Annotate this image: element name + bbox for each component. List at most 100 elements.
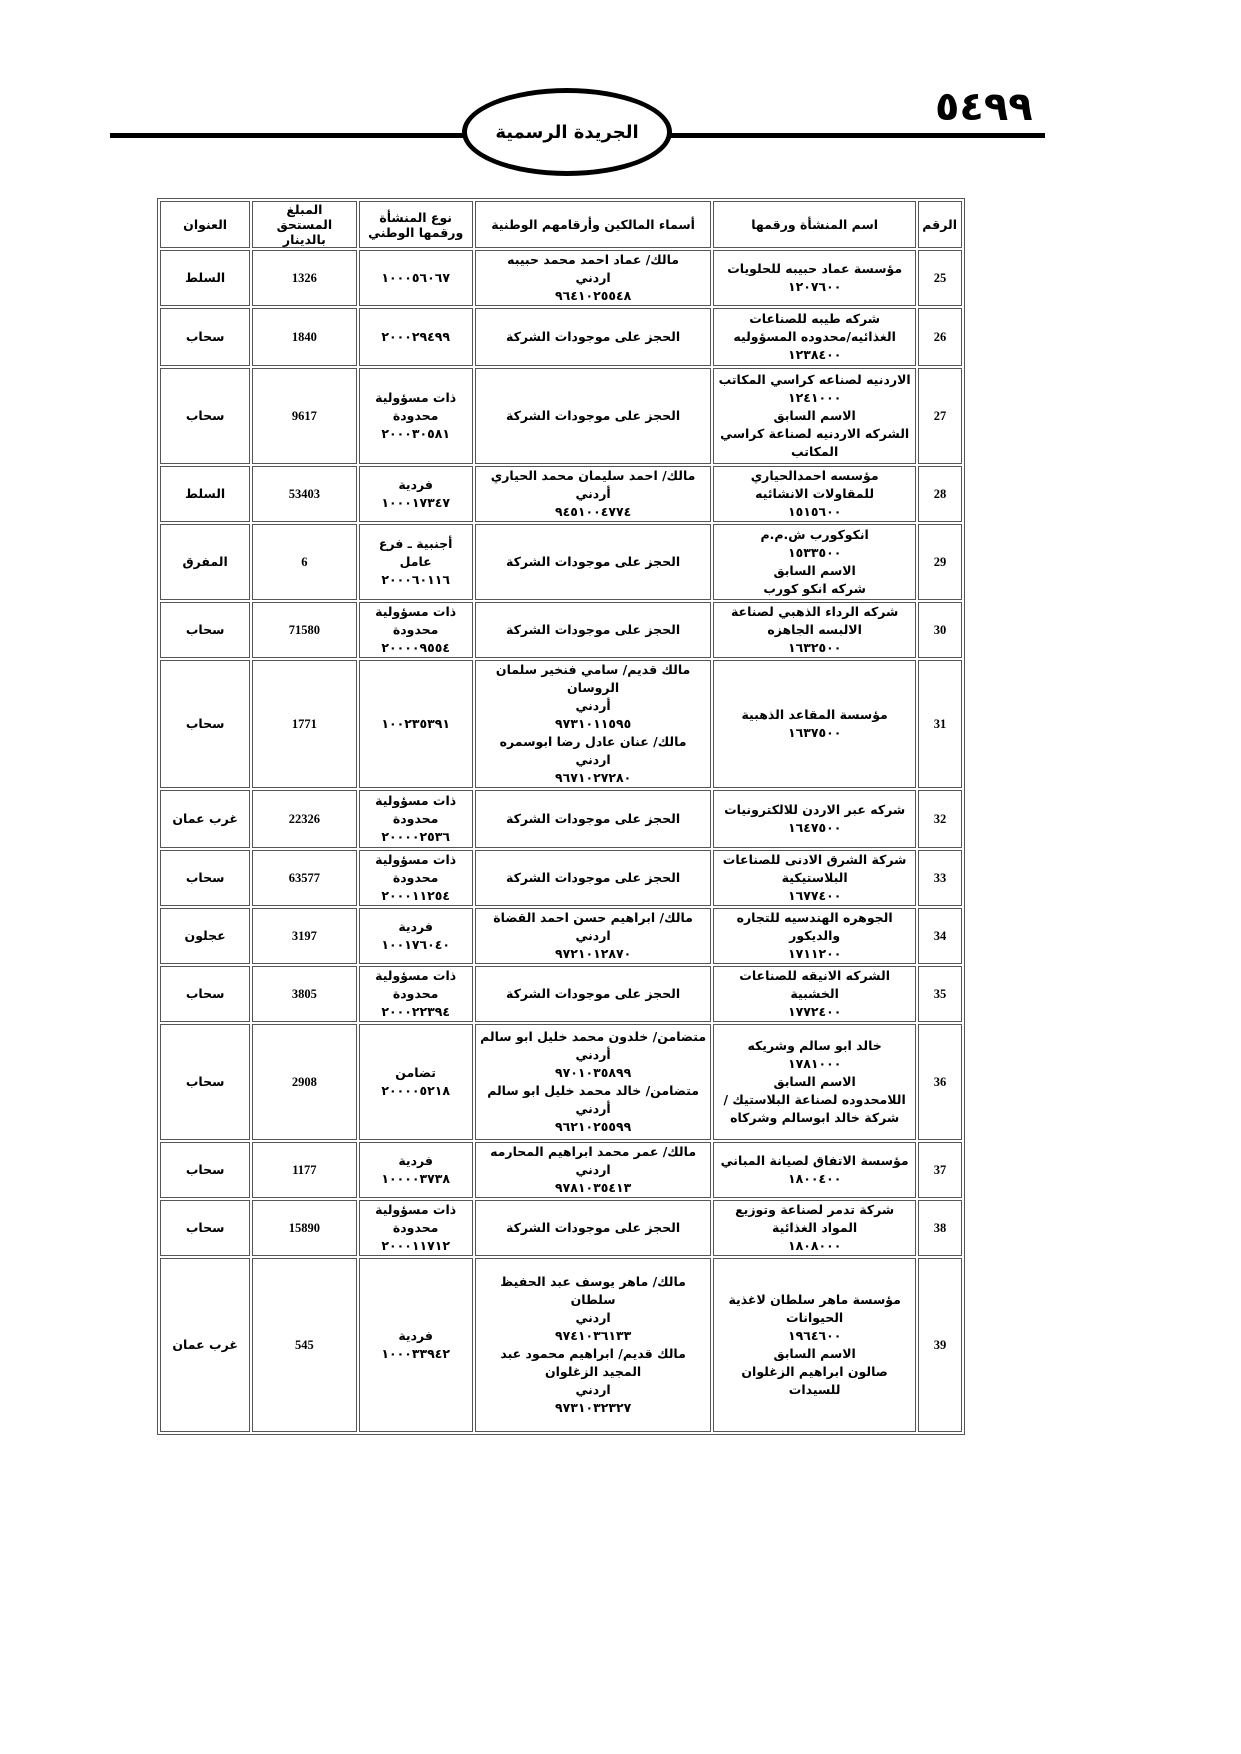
establishment-name: مؤسسة ماهر سلطان لاغذية الحيوانات ١٩٦٤٦٠٠… xyxy=(713,1258,916,1432)
owners-line: الحجز على موجودات الشركة xyxy=(506,554,681,569)
establishment-name-line: شركة الشرق الادنى للصناعات البلاستيكية xyxy=(722,852,907,885)
establishment-type-line: فردية xyxy=(398,477,433,492)
owners-line: اردني xyxy=(575,1382,611,1397)
establishment-type-line: ١٠٠٢٣٥٣٩١ xyxy=(381,716,450,731)
amount-due: 1840 xyxy=(252,308,357,366)
establishment-name: الشركه الانيقه للصناعات الخشبية ١٧٧٢٤٠٠ xyxy=(713,966,916,1022)
owners-line: ٩٦٤١٠٢٥٥٤٨ xyxy=(554,288,632,303)
owners-line: الحجز على موجودات الشركة xyxy=(506,408,681,423)
establishment-name: الاردنيه لصناعه كراسي المكاتب ١٢٤١٠٠٠ الاس… xyxy=(713,368,916,464)
owners-line: الحجز على موجودات الشركة xyxy=(506,811,681,826)
table-row: 38 شركة تدمر لصناعة وتوزيع المواد الغذائي… xyxy=(160,1200,962,1256)
owners-line: اردني xyxy=(575,752,611,767)
establishment-name-line: الشركه الاردنيه لصناعة كراسي المكاتب xyxy=(720,426,910,459)
establishment-type-line: ٢٠٠٠١١٢٥٤ xyxy=(381,888,450,903)
table-row: 37 مؤسسة الاتفاق لصيانة المباني ١٨٠٠٤٠٠ مال… xyxy=(160,1142,962,1198)
owners-line: مالك/ ابراهيم حسن احمد القضاة xyxy=(493,910,693,925)
address: سحاب xyxy=(160,368,251,464)
establishment-type-line: ١٠٠٠١٧٣٤٧ xyxy=(381,495,450,510)
establishment-name-line: مؤسسه احمدالحياري للمقاولات الانشائيه xyxy=(750,468,879,501)
address: سحاب xyxy=(160,308,251,366)
establishment-name-line: الشركه الانيقه للصناعات الخشبية xyxy=(739,968,890,1001)
table-row: 31 مؤسسة المقاعد الذهبية ١٦٣٧٥٠٠ مالك قديم/… xyxy=(160,660,962,788)
owners-line: ٩٧٤١٠٣٦١٣٣ xyxy=(554,1328,632,1343)
establishment-type-line: ذات مسؤولية xyxy=(375,968,457,983)
row-number: 29 xyxy=(917,524,962,600)
address: عجلون xyxy=(160,908,251,964)
table-row: 29 انكوكورب ش.م.م ١٥٣٣٥٠٠ الاسم السابق شركه … xyxy=(160,524,962,600)
address: سحاب xyxy=(160,602,251,658)
establishment-name-line: الاسم السابق xyxy=(773,408,856,423)
header-address: العنوان xyxy=(160,201,251,248)
establishment-name-line: الجوهره الهندسيه للتجاره والديكور xyxy=(736,910,893,943)
establishment-type-line: ١٠٠٠٠٣٧٣٨ xyxy=(381,1171,450,1186)
header-amount: المبلغ المستحق بالدينار xyxy=(252,201,357,248)
row-number: 36 xyxy=(917,1024,962,1140)
establishment-name-line: انكوكورب ش.م.م xyxy=(760,527,869,542)
owners-line: متضامن/ خلدون محمد خليل ابو سالم xyxy=(480,1029,707,1044)
address: غرب عمان xyxy=(160,790,251,848)
amount-due: 1771 xyxy=(252,660,357,788)
amount-due: 71580 xyxy=(252,602,357,658)
owners-line: الحجز على موجودات الشركة xyxy=(506,986,681,1001)
owners: الحجز على موجودات الشركة xyxy=(474,308,712,366)
establishment-type: فردية ١٠٠٠٣٣٩٤٢ xyxy=(358,1258,473,1432)
establishment-name-line: شركه الرداء الذهبي لصناعة الالبسه الجاهز… xyxy=(730,604,899,637)
amount-due: 9617 xyxy=(252,368,357,464)
owners-line: اردني xyxy=(575,928,611,943)
owners: الحجز على موجودات الشركة xyxy=(474,524,712,600)
address: السلط xyxy=(160,250,251,306)
establishment-type-line: ذات مسؤولية xyxy=(375,390,457,405)
establishment-name-line: خالد ابو سالم وشريكه xyxy=(747,1038,882,1053)
establishment-name-line: اللامحدوده لصناعة البلاستيك / xyxy=(723,1092,906,1107)
establishment-type-line: محدودة xyxy=(392,870,439,885)
owners-line: مالك/ احمد سليمان محمد الحياري xyxy=(490,468,696,483)
owners-line: مالك/ عماد احمد محمد حبيبه xyxy=(507,252,680,267)
establishment-type: ذات مسؤولية محدودة ٢٠٠٠٠٢٥٣٦ xyxy=(358,790,473,848)
table-row: 26 شركه طيبه للصناعات الغذائيه/محدوده المس… xyxy=(160,308,962,366)
owners: الحجز على موجودات الشركة xyxy=(474,602,712,658)
address: سحاب xyxy=(160,1024,251,1140)
header-owners: أسماء المالكين وأرقامهم الوطنية xyxy=(474,201,712,248)
owners: متضامن/ خلدون محمد خليل ابو سالم أردني ٩٧٠… xyxy=(474,1024,712,1140)
establishment-name-line: شركة خالد ابوسالم وشركاه xyxy=(730,1110,900,1125)
owners-line: مالك/ ماهر يوسف عبد الحفيظ سلطان xyxy=(500,1274,686,1307)
establishments-table: الرقم اسم المنشأة ورقمها أسماء المالكين … xyxy=(157,198,965,1435)
gazette-title-oval: الجريدة الرسمية xyxy=(462,88,672,176)
establishment-type: فردية ١٠٠٠٠٣٧٣٨ xyxy=(358,1142,473,1198)
establishment-type-line: محدودة xyxy=(392,1220,439,1235)
establishment-type: فردية ١٠٠١٧٦٠٤٠ xyxy=(358,908,473,964)
row-number: 33 xyxy=(917,850,962,906)
owners-line: ٩٦٧١٠٢٧٢٨٠ xyxy=(554,770,632,785)
table-row: 32 شركه عبر الاردن للالكترونيات ١٦٤٧٥٠٠ الح… xyxy=(160,790,962,848)
amount-due: 3197 xyxy=(252,908,357,964)
establishment-type-line: ١٠٠١٧٦٠٤٠ xyxy=(381,937,450,952)
row-number: 28 xyxy=(917,466,962,522)
owners-line: مالك/ عمر محمد ابراهيم المحارمه xyxy=(490,1144,697,1159)
establishment-type-line: محدودة xyxy=(392,811,439,826)
address: غرب عمان xyxy=(160,1258,251,1432)
establishment-type-line: ٢٠٠٠٣٠٥٨١ xyxy=(381,426,450,441)
table-row: 33 شركة الشرق الادنى للصناعات البلاستيكية… xyxy=(160,850,962,906)
establishment-name-line: ١٧١١٢٠٠ xyxy=(787,946,842,961)
owners-line: الحجز على موجودات الشركة xyxy=(506,329,681,344)
establishment-type-line: محدودة xyxy=(392,408,439,423)
table-row: 39 مؤسسة ماهر سلطان لاغذية الحيوانات ١٩٦٤٦… xyxy=(160,1258,962,1432)
establishment-type: ذات مسؤولية محدودة ٢٠٠٠١١٧١٢ xyxy=(358,1200,473,1256)
owners: الحجز على موجودات الشركة xyxy=(474,1200,712,1256)
owners: مالك/ ابراهيم حسن احمد القضاة اردني ٩٧٢١٠١… xyxy=(474,908,712,964)
establishment-name-line: ١٥١٥٦٠٠ xyxy=(787,504,842,519)
row-number: 37 xyxy=(917,1142,962,1198)
establishment-name: انكوكورب ش.م.م ١٥٣٣٥٠٠ الاسم السابق شركه ان… xyxy=(713,524,916,600)
establishment-type: فردية ١٠٠٠١٧٣٤٧ xyxy=(358,466,473,522)
establishment-type-line: ١٠٠٠٥٦٠٦٧ xyxy=(381,270,450,285)
establishment-name-line: ١٨٠٠٤٠٠ xyxy=(787,1171,842,1186)
establishment-type-line: ذات مسؤولية xyxy=(375,793,457,808)
address: السلط xyxy=(160,466,251,522)
row-number: 39 xyxy=(917,1258,962,1432)
amount-due: 1177 xyxy=(252,1142,357,1198)
establishment-type: ذات مسؤولية محدودة ٢٠٠٠٣٠٥٨١ xyxy=(358,368,473,464)
establishment-name-line: ١٢٣٨٤٠٠ xyxy=(787,347,842,362)
owners: الحجز على موجودات الشركة xyxy=(474,368,712,464)
establishment-name-line: مؤسسة المقاعد الذهبية xyxy=(741,707,888,722)
